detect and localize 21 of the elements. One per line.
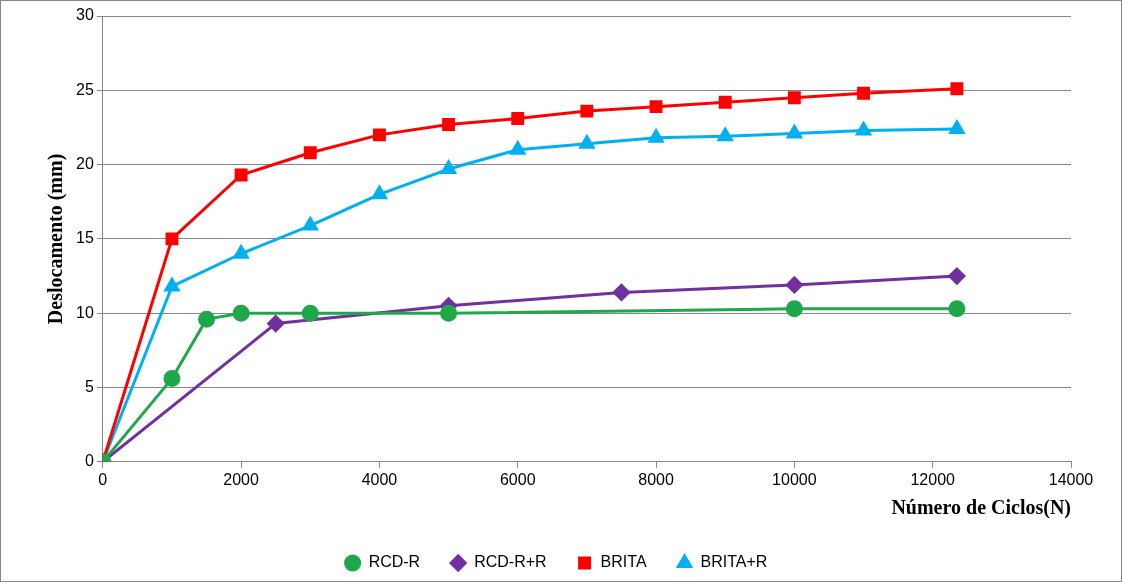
y-axis-title: Deslocamento (mm) [44, 153, 68, 325]
x-tick-label: 14000 [1048, 470, 1094, 488]
x-tick-label: 10000 [772, 470, 817, 488]
legend-label: RCD-R+R [474, 553, 547, 571]
legend-label: BRITA [600, 553, 647, 571]
x-tick-label: 12000 [910, 470, 956, 488]
x-axis-title: Número de Ciclos(N) [891, 496, 1071, 520]
y-tick-label: 25 [76, 80, 94, 98]
legend-label: BRITA+R [700, 553, 768, 571]
x-tick-label: 4000 [361, 470, 398, 488]
x-tick-label: 0 [98, 470, 108, 488]
y-tick-label: 5 [84, 377, 94, 395]
x-tick-label: 2000 [223, 470, 260, 488]
y-tick-label: 10 [76, 303, 94, 321]
y-tick-label: 30 [76, 6, 94, 24]
x-tick-label: 6000 [499, 470, 536, 488]
legend-label: RCD-R [368, 553, 421, 571]
y-tick-label: 20 [76, 155, 94, 173]
y-tick-label: 15 [76, 229, 94, 247]
y-tick-label: 0 [84, 452, 94, 470]
x-tick-label: 8000 [638, 470, 674, 488]
